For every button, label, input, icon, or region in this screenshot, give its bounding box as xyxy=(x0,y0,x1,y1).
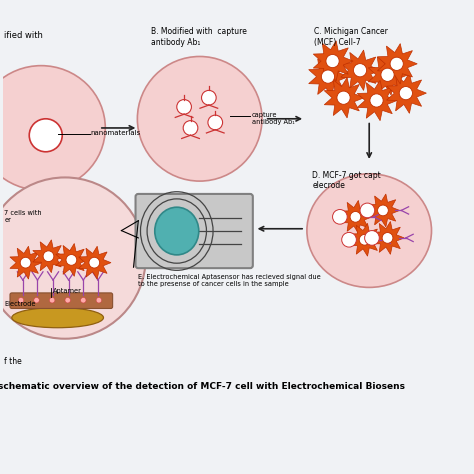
Polygon shape xyxy=(56,244,88,276)
Text: B. Modified with  capture
antibody Ab₁: B. Modified with capture antibody Ab₁ xyxy=(151,27,247,46)
Text: D. MCF-7 got capt
elecrode: D. MCF-7 got capt elecrode xyxy=(312,171,381,191)
Polygon shape xyxy=(387,73,427,113)
Circle shape xyxy=(208,115,223,130)
Polygon shape xyxy=(10,246,42,279)
Circle shape xyxy=(399,87,412,100)
Circle shape xyxy=(34,298,39,303)
Circle shape xyxy=(43,251,54,262)
Polygon shape xyxy=(324,78,364,118)
Polygon shape xyxy=(33,240,65,273)
Circle shape xyxy=(29,119,62,152)
Circle shape xyxy=(65,298,71,303)
Text: C. Michigan Cancer
(MCF) Cell-7: C. Michigan Cancer (MCF) Cell-7 xyxy=(314,27,388,46)
Circle shape xyxy=(337,91,350,104)
Text: capture
antibody Ab₁: capture antibody Ab₁ xyxy=(252,112,295,126)
Circle shape xyxy=(354,64,367,77)
Polygon shape xyxy=(367,194,400,227)
Circle shape xyxy=(96,298,101,303)
FancyBboxPatch shape xyxy=(10,293,113,309)
Circle shape xyxy=(359,234,370,245)
Circle shape xyxy=(360,203,375,218)
Text: Electrode: Electrode xyxy=(4,301,36,307)
Text: f the: f the xyxy=(4,357,22,366)
Circle shape xyxy=(89,257,100,268)
Text: schematic overview of the detection of MCF-7 cell with Electrochemical Biosens: schematic overview of the detection of M… xyxy=(0,382,405,391)
Circle shape xyxy=(18,298,24,303)
Polygon shape xyxy=(79,246,111,279)
Polygon shape xyxy=(340,201,372,233)
Circle shape xyxy=(20,257,31,268)
Polygon shape xyxy=(309,56,348,97)
Circle shape xyxy=(81,298,86,303)
Circle shape xyxy=(49,298,55,303)
Ellipse shape xyxy=(137,56,262,181)
Circle shape xyxy=(177,100,191,114)
Text: E. Electrochemical Aptasensor has recieved signal due
to the presense of cancer : E. Electrochemical Aptasensor has reciev… xyxy=(138,273,321,287)
Ellipse shape xyxy=(155,207,199,255)
Circle shape xyxy=(370,94,383,107)
Circle shape xyxy=(333,210,347,224)
Polygon shape xyxy=(357,80,397,121)
Circle shape xyxy=(201,91,216,105)
Circle shape xyxy=(381,68,394,82)
Polygon shape xyxy=(349,223,381,256)
Text: nanomaterials: nanomaterials xyxy=(91,130,141,137)
Circle shape xyxy=(350,211,361,222)
Text: Aptamer: Aptamer xyxy=(53,288,82,294)
Polygon shape xyxy=(377,44,417,84)
Ellipse shape xyxy=(307,174,431,287)
Circle shape xyxy=(378,205,388,216)
Text: 7 cells with
er: 7 cells with er xyxy=(4,210,42,223)
Polygon shape xyxy=(341,50,381,91)
Ellipse shape xyxy=(0,65,105,190)
Circle shape xyxy=(342,232,356,247)
FancyBboxPatch shape xyxy=(136,194,253,268)
Circle shape xyxy=(183,120,198,135)
Circle shape xyxy=(390,57,403,71)
Circle shape xyxy=(382,233,393,243)
Polygon shape xyxy=(313,41,353,81)
Ellipse shape xyxy=(12,308,103,328)
Polygon shape xyxy=(368,55,408,95)
Circle shape xyxy=(321,70,335,83)
Polygon shape xyxy=(372,221,404,255)
Circle shape xyxy=(0,177,146,339)
Circle shape xyxy=(365,230,379,245)
Circle shape xyxy=(66,255,77,265)
Text: ified with: ified with xyxy=(4,31,44,40)
Circle shape xyxy=(326,55,339,68)
